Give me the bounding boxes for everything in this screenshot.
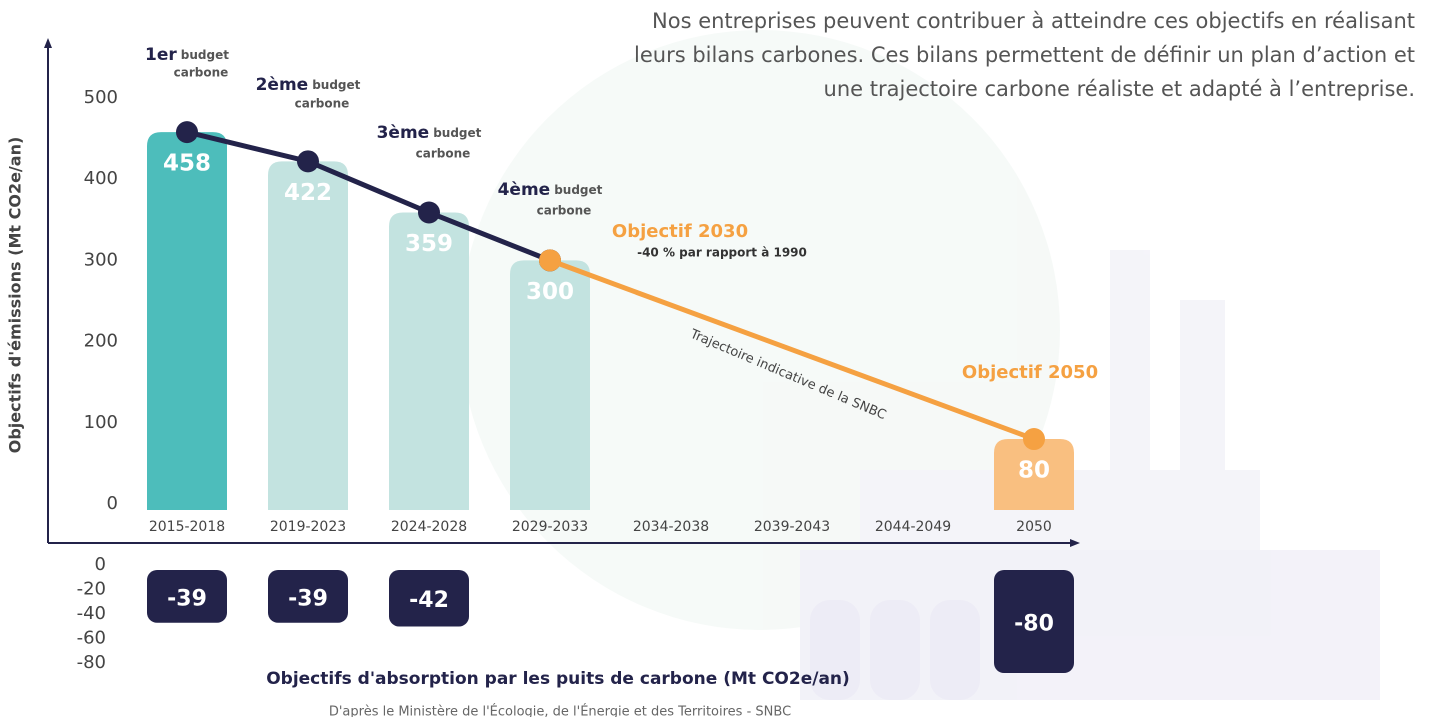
y-axis-title: Objectifs d'émissions (Mt CO2e/an): [6, 137, 25, 454]
budget-label: carbone: [295, 97, 350, 111]
intro-line: une trajectoire carbone réaliste et adap…: [824, 77, 1415, 101]
y-tick-label: 300: [84, 249, 118, 270]
x-tick-label: 2034-2038: [633, 519, 709, 535]
x-tick-label: 2024-2028: [391, 519, 467, 535]
bar: [147, 132, 227, 510]
annotation: -40 % par rapport à 1990: [637, 246, 807, 260]
intro-line: Nos entreprises peuvent contribuer à att…: [652, 9, 1415, 33]
y-tick-label: 0: [95, 554, 106, 575]
annotation: Objectif 2050: [962, 362, 1098, 383]
bar: [268, 161, 348, 510]
y-tick-label: 100: [84, 412, 118, 433]
bar: [389, 212, 469, 510]
x-tick-label: 2044-2049: [875, 519, 951, 535]
budget-label: carbone: [416, 147, 471, 161]
page: Nos entreprises peuvent contribuer à att…: [0, 0, 1451, 717]
background-decor: [460, 30, 1380, 700]
trajectory-point: [297, 150, 319, 172]
x-tick-label: 2029-2033: [512, 519, 588, 535]
value-label: -39: [288, 586, 328, 611]
x-tick-label: 2039-2043: [754, 519, 830, 535]
source: D'après le Ministère de l'Écologie, de l…: [329, 704, 791, 717]
intro-line: leurs bilans carbones. Ces bilans permet…: [634, 43, 1415, 67]
trajectory-point: [539, 249, 561, 271]
axis-arrow: [44, 38, 52, 48]
y-tick-label: 500: [84, 87, 118, 108]
budget-label: carbone: [537, 204, 592, 218]
y-tick-label: -20: [77, 579, 106, 600]
x-tick-label: 2015-2018: [149, 519, 225, 535]
value-label: -39: [167, 586, 207, 611]
budget-label: carbone: [174, 66, 229, 80]
y-tick-label: -40: [77, 603, 106, 624]
value-label: 359: [405, 231, 453, 257]
chart: Nos entreprises peuvent contribuer à att…: [0, 0, 1451, 717]
x-tick-label: 2050: [1016, 519, 1052, 535]
y-tick-label: 400: [84, 168, 118, 189]
value-label: 422: [284, 180, 332, 206]
annotation: Objectif 2030: [612, 221, 748, 242]
value-label: 458: [163, 151, 211, 177]
absorption-title: Objectifs d'absorption par les puits de …: [266, 669, 850, 689]
y-tick-label: 200: [84, 331, 118, 352]
y-tick-label: -80: [77, 652, 106, 673]
trajectory-point: [418, 201, 440, 223]
value-label: -80: [1014, 612, 1054, 637]
value-label: 300: [526, 279, 574, 305]
trajectory-point: [176, 121, 198, 143]
trajectory-point: [1023, 428, 1045, 450]
x-tick-label: 2019-2023: [270, 519, 346, 535]
y-tick-label: 0: [107, 493, 118, 514]
value-label: -42: [409, 588, 449, 613]
value-label: 80: [1018, 458, 1050, 484]
y-tick-label: -60: [77, 628, 106, 649]
